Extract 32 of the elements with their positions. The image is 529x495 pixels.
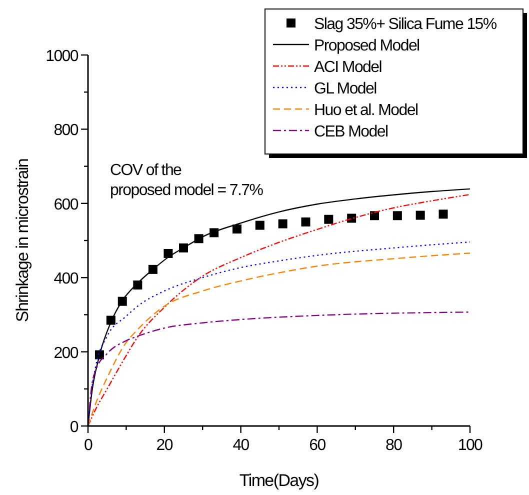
- point: [370, 211, 379, 220]
- legend-label: CEB Model: [314, 124, 388, 140]
- legend-label: GL Model: [314, 80, 377, 98]
- legend-label: ACI Model: [314, 59, 382, 76]
- x-tick-label: 80: [386, 437, 403, 454]
- y-axis-title: Shrinkage in microstrain: [13, 158, 32, 322]
- legend-label: Huo et al. Model: [314, 102, 418, 119]
- x-tick-label: 0: [84, 437, 93, 454]
- y-tick-label: 400: [54, 270, 79, 288]
- x-tick-label: 100: [458, 437, 484, 454]
- point: [438, 210, 448, 219]
- x-tick-label: 60: [309, 437, 326, 454]
- y-tick-label: 1000: [46, 48, 79, 65]
- x-tick-label: 20: [156, 437, 174, 454]
- legend-label: Proposed Model: [314, 38, 420, 54]
- point: [347, 214, 356, 223]
- x-tick-label: 40: [232, 437, 250, 454]
- point: [164, 248, 173, 258]
- x-axis-title: Time(Days): [239, 471, 319, 490]
- point: [278, 219, 288, 228]
- point: [392, 211, 402, 220]
- y-tick-label: 800: [54, 122, 79, 140]
- point: [232, 224, 242, 234]
- annotation: COV of the proposed model = 7.7%: [110, 162, 264, 199]
- point: [324, 214, 334, 224]
- y-tick-label: 200: [54, 344, 79, 362]
- legend-label: Slag 35%+ Silica Fume 15%: [314, 16, 497, 33]
- point: [416, 210, 425, 220]
- point: [301, 217, 310, 226]
- point: [255, 220, 264, 230]
- y-tick-label: 0: [70, 419, 79, 436]
- y-tick-label: 600: [54, 196, 79, 214]
